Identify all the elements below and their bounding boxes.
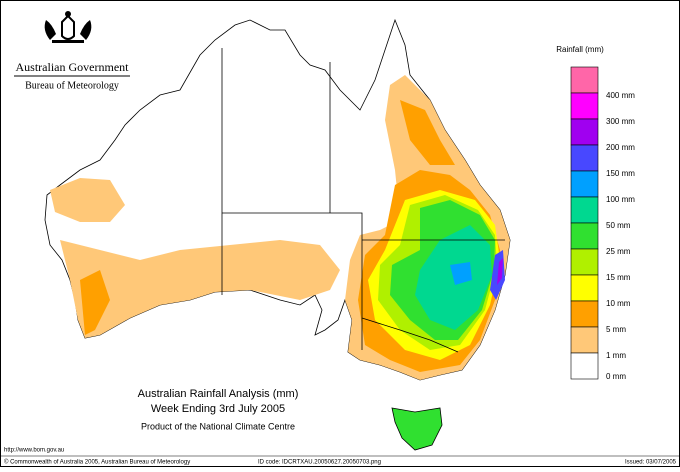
legend-swatch: [570, 118, 599, 146]
legend-label: 200 mm: [606, 143, 635, 152]
copyright: © Commonwealth of Australia 2005, Austra…: [4, 459, 190, 466]
legend-swatch: [570, 144, 599, 172]
legend-swatch: [570, 352, 599, 380]
rain-200mm: [497, 258, 503, 285]
legend-swatch: [570, 170, 599, 198]
legend-label: 300 mm: [606, 117, 635, 126]
legend-label: 1 mm: [606, 351, 626, 360]
legend: 400 mm 300 mm 200 mm 150 mm 100 mm 50 mm 25 mm…: [570, 66, 635, 381]
legend-label: 400 mm: [606, 91, 635, 100]
legend-swatch: [570, 248, 599, 276]
rain-100mm: [450, 262, 472, 285]
tasmania: [391, 407, 443, 451]
id-code: ID code: IDCRTXAU.20050627.20050703.png: [258, 460, 381, 466]
map-credit: Product of the National Climate Centre: [141, 421, 295, 431]
rain-5mm: [80, 270, 110, 335]
map-subtitle: Week Ending 3rd July 2005: [151, 403, 285, 415]
legend-label: 150 mm: [606, 169, 635, 178]
issued: Issued: 03/07/2005: [625, 460, 677, 466]
legend-swatch: [570, 222, 599, 250]
legend-label: 10 mm: [606, 299, 631, 308]
rain-1mm: [60, 240, 340, 338]
legend-title: Rainfall (mm): [556, 45, 604, 54]
legend-label: 50 mm: [606, 221, 631, 230]
legend-label: 25 mm: [606, 247, 631, 256]
bureau: Bureau of Meteorology: [25, 80, 119, 91]
legend-swatch: [570, 92, 599, 120]
rain-1mm: [50, 178, 125, 222]
legend-label: 0 mm: [606, 372, 626, 381]
agency: Australian Government: [16, 60, 130, 74]
legend-swatch: [570, 326, 599, 354]
rain-5mm: [400, 100, 455, 165]
map-title: Australian Rainfall Analysis (mm): [138, 388, 299, 400]
legend-swatch: [570, 196, 599, 224]
url: http://www.bom.gov.au: [4, 448, 64, 454]
state-border: [222, 212, 363, 350]
state-border: [361, 317, 459, 353]
australia-map: [44, 18, 511, 451]
legend-swatch: [570, 66, 599, 94]
legend-label: 100 mm: [606, 195, 635, 204]
legend-swatch: [570, 300, 599, 328]
legend-label: 5 mm: [606, 325, 626, 334]
crest: [44, 11, 92, 43]
legend-swatch: [570, 274, 599, 302]
legend-label: 15 mm: [606, 273, 631, 282]
